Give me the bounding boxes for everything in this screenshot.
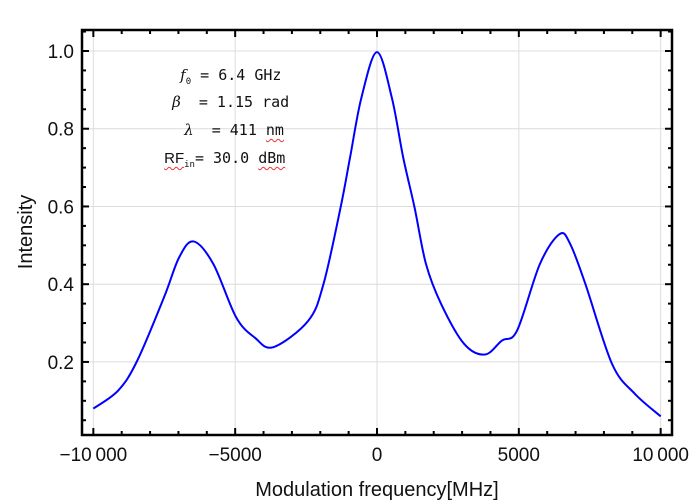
- x-tick-label: 10 000: [632, 445, 689, 466]
- annotation-beta: β = 1.15 rad: [136, 75, 289, 129]
- x-axis-label: Modulation frequency[MHz]: [255, 479, 498, 501]
- y-tick-label: 0.4: [48, 275, 75, 296]
- y-tick-label: 0.6: [48, 197, 74, 218]
- f0-sub: 0: [185, 77, 192, 87]
- beta-value: = 1.15: [198, 93, 254, 111]
- f0-value: = 6.4 GHz: [200, 66, 282, 84]
- lambda-unit: nm: [265, 121, 284, 139]
- x-tick-label: −5000: [208, 445, 261, 466]
- x-tick-label: 5000: [498, 445, 540, 466]
- rf-unit: dBm: [258, 149, 286, 167]
- y-tick-label: 0.2: [48, 353, 74, 374]
- x-tick-label: −10 000: [59, 445, 127, 466]
- beta-unit: rad: [262, 93, 290, 111]
- lambda-symbol: λ: [184, 121, 194, 139]
- rf-sub: in: [184, 160, 195, 170]
- annotation-lambda: λ = 411 nm: [148, 103, 284, 157]
- rf-value: = 30.0: [194, 149, 250, 167]
- y-tick-label: 1.0: [48, 42, 74, 63]
- intensity-series-line: [92, 51, 662, 418]
- x-tick-label: 0: [372, 445, 383, 466]
- annotation-f0: f0 = 6.4 GHz: [144, 48, 281, 105]
- lambda-value: = 411: [211, 121, 257, 139]
- f0-symbol: f: [180, 66, 186, 84]
- beta-symbol: β: [172, 93, 181, 111]
- annotation-rf: RFin= 30.0 dBm: [128, 131, 285, 188]
- rf-symbol: RF: [164, 150, 185, 167]
- y-tick-label: 0.8: [48, 120, 74, 141]
- y-axis-label: Intensity: [15, 195, 37, 269]
